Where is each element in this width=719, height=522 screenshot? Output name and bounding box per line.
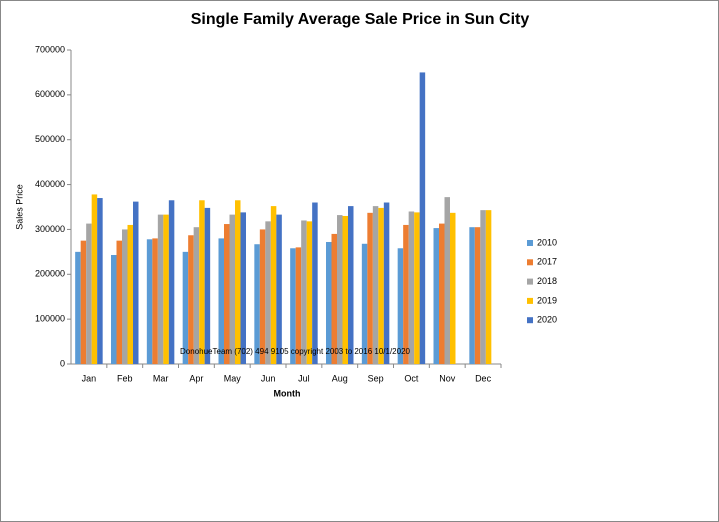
bar [127,224,133,364]
bar [276,214,282,364]
bar [403,224,409,364]
bar [199,200,205,364]
y-tick-label: 700000 [35,44,65,54]
bar [75,251,81,364]
legend-swatch [527,317,533,324]
bar [480,210,486,364]
y-tick-label: 300000 [35,224,65,234]
bar [337,215,343,364]
bar [408,211,415,364]
legend-swatch [527,278,533,285]
bar [348,206,354,364]
bar [372,206,379,364]
bar [450,212,456,364]
bar [301,220,307,364]
bar [235,200,241,364]
bar [290,248,296,364]
y-tick-label: 400000 [35,179,65,189]
bar [163,214,169,364]
bar [439,223,445,364]
bar [80,240,87,364]
x-tick-label: Jan [82,373,97,383]
bar [193,227,200,364]
bar [474,227,481,364]
bar [97,198,103,364]
legend-swatch [527,240,533,246]
x-tick-label: Jul [298,373,310,383]
bar [86,223,92,364]
bar [361,243,368,364]
x-tick-label: Oct [404,373,419,383]
bar [116,240,122,364]
x-tick-label: Mar [153,373,169,383]
bar [254,244,260,364]
bar [419,72,426,364]
bar [270,206,277,364]
bar [433,228,439,364]
bar [295,247,302,364]
y-tick-label: 500000 [35,134,65,144]
legend-label: 2018 [537,276,557,286]
bar [157,214,164,364]
bar [229,214,235,364]
x-tick-label: Aug [332,373,348,383]
bar [218,238,224,364]
bar [146,239,153,364]
annotation: DonohueTeam (702) 494 9105 copyright 200… [180,347,411,356]
bar [188,235,194,364]
legend-swatch [527,297,533,304]
legend-label: 2010 [537,237,557,247]
x-axis-label: Month [274,388,301,398]
x-tick-label: Nov [439,373,456,383]
y-tick-label: 600000 [35,89,65,99]
bar [204,207,211,364]
x-tick-label: Sep [368,373,384,383]
y-axis-label: Sales Price [14,184,24,230]
bar [414,212,420,364]
bar [312,202,318,364]
y-tick-label: 100000 [35,314,65,324]
bar [397,248,404,364]
bar [152,238,158,364]
bar [383,202,390,364]
bar [91,194,98,364]
y-tick-label: 200000 [35,269,65,279]
x-tick-label: Feb [117,373,133,383]
x-tick-label: Jun [261,373,276,383]
legend-label: 2020 [537,315,557,325]
bar [485,210,492,364]
y-tick-label: 0 [60,358,65,368]
bar [469,227,475,364]
x-tick-label: Dec [475,373,492,383]
bar [331,233,337,364]
bar [326,241,332,364]
bar [306,221,313,364]
bar [259,229,266,364]
bar [444,197,450,364]
bar [182,251,189,364]
legend-label: 2019 [537,295,557,305]
bar [367,212,373,364]
bar [224,224,230,364]
bar [122,229,128,364]
legend-label: 2017 [537,257,557,267]
x-tick-label: May [224,373,242,383]
bar [168,200,175,364]
bar [111,254,117,364]
bar [240,212,246,364]
legend-swatch [527,259,533,266]
chart-title: Single Family Average Sale Price in Sun … [191,11,530,28]
bar [378,207,384,364]
bar [265,221,271,364]
bar [342,215,348,364]
x-tick-label: Apr [189,373,203,383]
bar [133,201,139,364]
